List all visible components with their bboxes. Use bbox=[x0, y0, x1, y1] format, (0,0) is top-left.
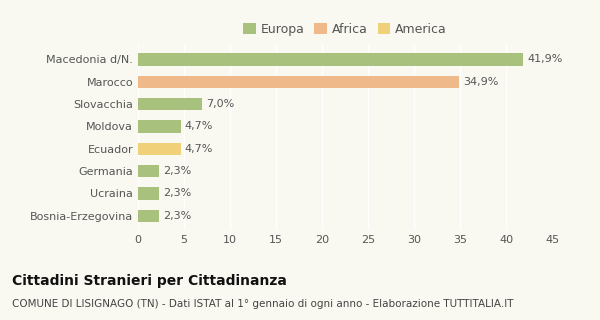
Bar bbox=[138, 76, 459, 88]
Text: Cittadini Stranieri per Cittadinanza: Cittadini Stranieri per Cittadinanza bbox=[12, 274, 287, 288]
Bar bbox=[138, 210, 159, 222]
Text: 34,9%: 34,9% bbox=[463, 77, 498, 87]
Text: 2,3%: 2,3% bbox=[163, 166, 191, 176]
Bar bbox=[138, 53, 523, 66]
Text: 7,0%: 7,0% bbox=[206, 99, 235, 109]
Bar bbox=[138, 120, 181, 132]
Text: 4,7%: 4,7% bbox=[185, 121, 213, 132]
Bar bbox=[138, 187, 159, 200]
Bar bbox=[138, 165, 159, 177]
Bar bbox=[138, 143, 181, 155]
Text: 4,7%: 4,7% bbox=[185, 144, 213, 154]
Text: 2,3%: 2,3% bbox=[163, 188, 191, 198]
Text: 41,9%: 41,9% bbox=[527, 54, 563, 64]
Legend: Europa, Africa, America: Europa, Africa, America bbox=[238, 18, 452, 41]
Text: 2,3%: 2,3% bbox=[163, 211, 191, 221]
Bar bbox=[138, 98, 202, 110]
Text: COMUNE DI LISIGNAGO (TN) - Dati ISTAT al 1° gennaio di ogni anno - Elaborazione : COMUNE DI LISIGNAGO (TN) - Dati ISTAT al… bbox=[12, 299, 514, 309]
